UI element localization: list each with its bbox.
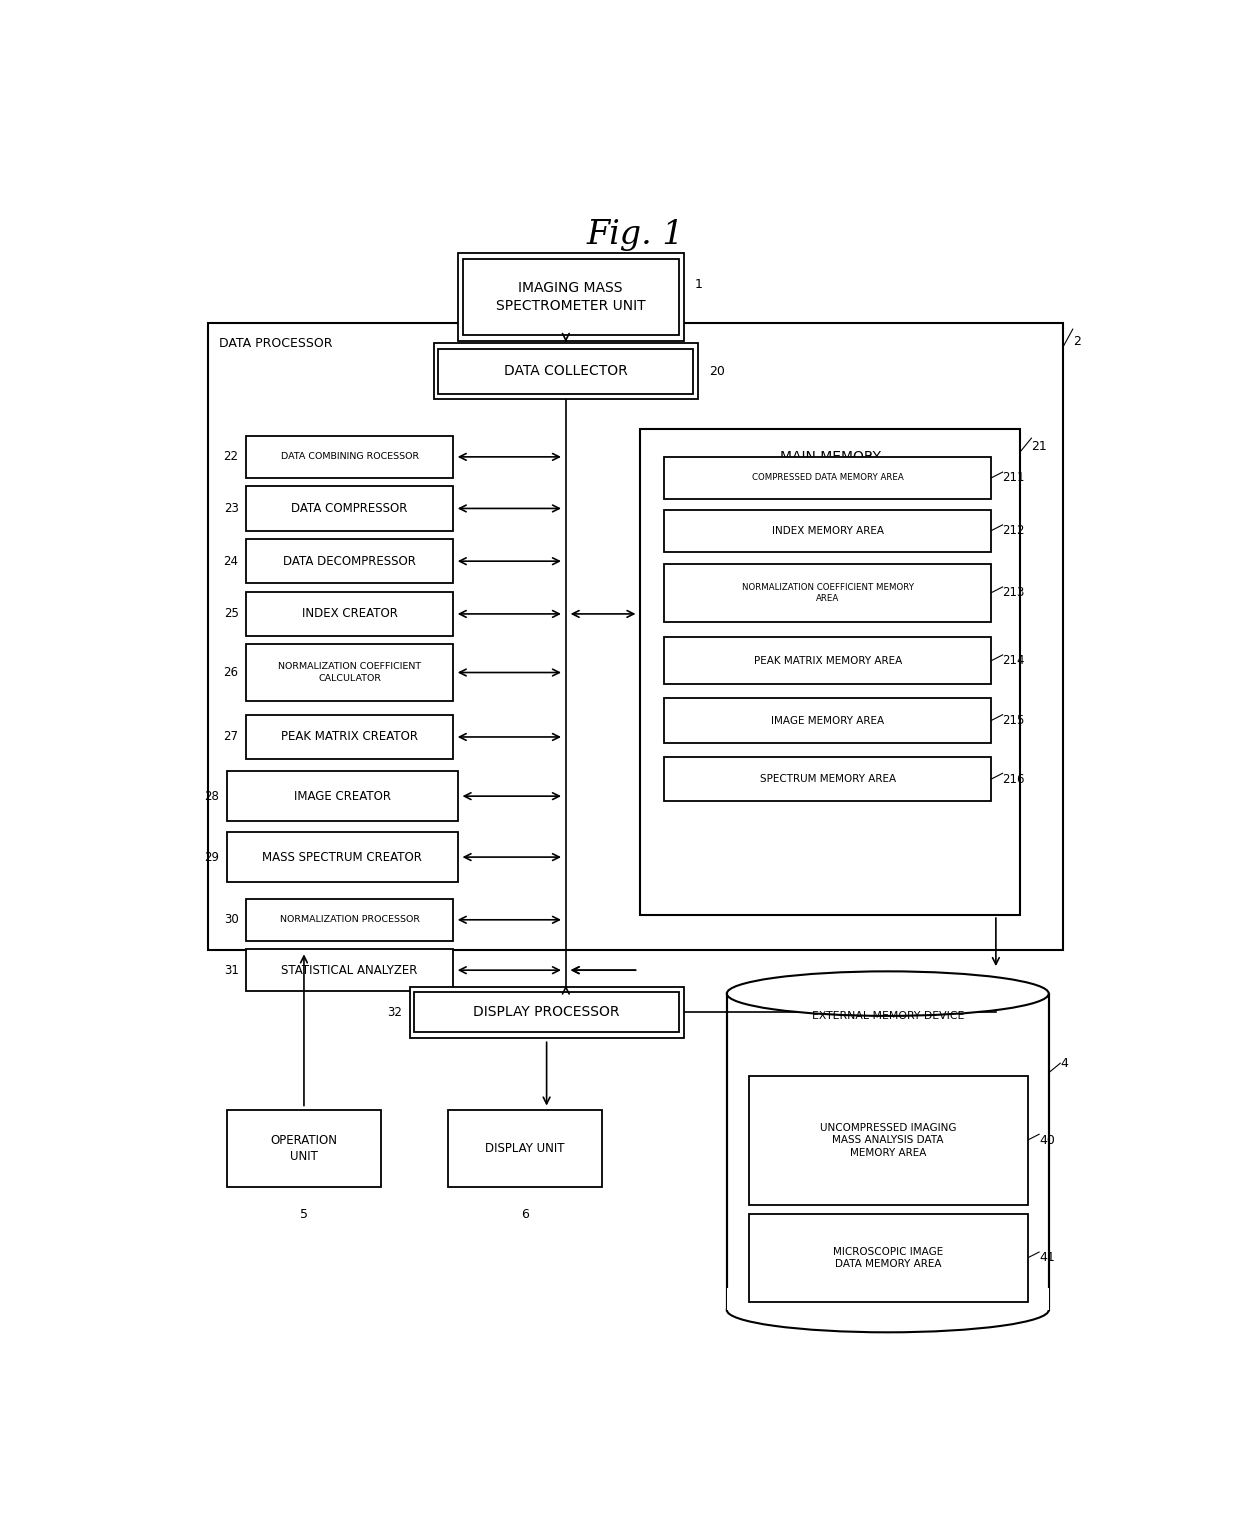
- Text: DATA PROCESSOR: DATA PROCESSOR: [219, 338, 332, 350]
- Text: MAIN MEMORY: MAIN MEMORY: [780, 451, 880, 464]
- Text: 4: 4: [1060, 1056, 1068, 1070]
- Text: DATA DECOMPRESSOR: DATA DECOMPRESSOR: [283, 554, 417, 568]
- Ellipse shape: [727, 1288, 1049, 1332]
- Text: COMPRESSED DATA MEMORY AREA: COMPRESSED DATA MEMORY AREA: [751, 473, 904, 482]
- Bar: [247, 644, 453, 700]
- Text: 215: 215: [1003, 714, 1025, 728]
- Text: 214: 214: [1003, 654, 1025, 667]
- Text: Fig. 1: Fig. 1: [587, 219, 684, 251]
- Bar: [665, 699, 991, 743]
- Bar: [463, 259, 678, 335]
- Text: UNCOMPRESSED IMAGING
MASS ANALYSIS DATA
MEMORY AREA: UNCOMPRESSED IMAGING MASS ANALYSIS DATA …: [820, 1123, 956, 1158]
- Bar: [227, 1110, 381, 1187]
- Bar: [414, 992, 678, 1032]
- Text: 29: 29: [205, 851, 219, 863]
- Text: IMAGE MEMORY AREA: IMAGE MEMORY AREA: [771, 715, 884, 726]
- Text: NORMALIZATION COEFFICIENT MEMORY
AREA: NORMALIZATION COEFFICIENT MEMORY AREA: [742, 583, 914, 603]
- Text: INDEX CREATOR: INDEX CREATOR: [301, 607, 398, 621]
- Text: 22: 22: [223, 451, 238, 463]
- Bar: [247, 950, 453, 991]
- Text: 5: 5: [300, 1208, 308, 1221]
- Text: 1: 1: [696, 279, 703, 291]
- Text: IMAGING MASS
SPECTROMETER UNIT: IMAGING MASS SPECTROMETER UNIT: [496, 282, 646, 312]
- Text: 40: 40: [1039, 1134, 1055, 1146]
- Text: MASS SPECTRUM CREATOR: MASS SPECTRUM CREATOR: [263, 851, 423, 863]
- Text: OPERATION
UNIT: OPERATION UNIT: [270, 1134, 337, 1163]
- Bar: [247, 715, 453, 759]
- Text: 25: 25: [223, 607, 238, 621]
- Bar: [727, 1288, 1049, 1310]
- Text: SPECTRUM MEMORY AREA: SPECTRUM MEMORY AREA: [760, 775, 895, 784]
- Text: 213: 213: [1003, 586, 1025, 600]
- Text: DATA COMBINING ROCESSOR: DATA COMBINING ROCESSOR: [280, 452, 419, 461]
- Text: DISPLAY UNIT: DISPLAY UNIT: [485, 1142, 564, 1155]
- Bar: [247, 539, 453, 583]
- Bar: [448, 1110, 601, 1187]
- Bar: [665, 563, 991, 622]
- Text: 211: 211: [1003, 472, 1025, 484]
- Bar: [247, 486, 453, 531]
- Bar: [434, 342, 698, 399]
- Text: 23: 23: [223, 502, 238, 514]
- Text: DATA COMPRESSOR: DATA COMPRESSOR: [291, 502, 408, 514]
- Text: IMAGE CREATOR: IMAGE CREATOR: [294, 790, 391, 802]
- Text: 31: 31: [223, 963, 238, 977]
- Bar: [665, 457, 991, 499]
- Bar: [749, 1076, 1028, 1204]
- Text: EXTERNAL MEMORY DEVICE: EXTERNAL MEMORY DEVICE: [811, 1011, 963, 1021]
- Bar: [749, 1215, 1028, 1301]
- Text: NORMALIZATION PROCESSOR: NORMALIZATION PROCESSOR: [279, 915, 419, 924]
- Bar: [727, 994, 1049, 1310]
- Text: 41: 41: [1039, 1251, 1055, 1265]
- Text: 21: 21: [1032, 440, 1048, 454]
- Bar: [208, 323, 1063, 950]
- Text: DISPLAY PROCESSOR: DISPLAY PROCESSOR: [474, 1006, 620, 1020]
- Text: 24: 24: [223, 554, 238, 568]
- Bar: [227, 772, 458, 822]
- Text: STATISTICAL ANALYZER: STATISTICAL ANALYZER: [281, 963, 418, 977]
- Text: PEAK MATRIX MEMORY AREA: PEAK MATRIX MEMORY AREA: [754, 656, 901, 665]
- Bar: [439, 349, 693, 394]
- Text: 30: 30: [224, 913, 238, 927]
- Text: 28: 28: [205, 790, 219, 802]
- Text: 6: 6: [521, 1208, 529, 1221]
- Text: 32: 32: [387, 1006, 402, 1018]
- Text: 216: 216: [1003, 773, 1025, 785]
- Text: DATA COLLECTOR: DATA COLLECTOR: [503, 364, 627, 379]
- Text: 2: 2: [1073, 335, 1080, 349]
- Bar: [247, 435, 453, 478]
- Text: PEAK MATRIX CREATOR: PEAK MATRIX CREATOR: [281, 731, 418, 743]
- Text: 26: 26: [223, 667, 238, 679]
- Text: 27: 27: [223, 731, 238, 743]
- Bar: [665, 510, 991, 552]
- Bar: [227, 833, 458, 883]
- Bar: [665, 756, 991, 802]
- Bar: [458, 253, 683, 341]
- Text: INDEX MEMORY AREA: INDEX MEMORY AREA: [771, 525, 884, 536]
- Bar: [247, 898, 453, 941]
- Bar: [640, 429, 1021, 915]
- Text: 20: 20: [709, 365, 725, 377]
- Text: MICROSCOPIC IMAGE
DATA MEMORY AREA: MICROSCOPIC IMAGE DATA MEMORY AREA: [833, 1247, 944, 1269]
- Bar: [665, 638, 991, 685]
- Ellipse shape: [727, 971, 1049, 1015]
- Text: 212: 212: [1003, 524, 1025, 537]
- Bar: [247, 592, 453, 636]
- Bar: [409, 986, 683, 1038]
- Text: NORMALIZATION COEFFICIENT
CALCULATOR: NORMALIZATION COEFFICIENT CALCULATOR: [278, 662, 422, 682]
